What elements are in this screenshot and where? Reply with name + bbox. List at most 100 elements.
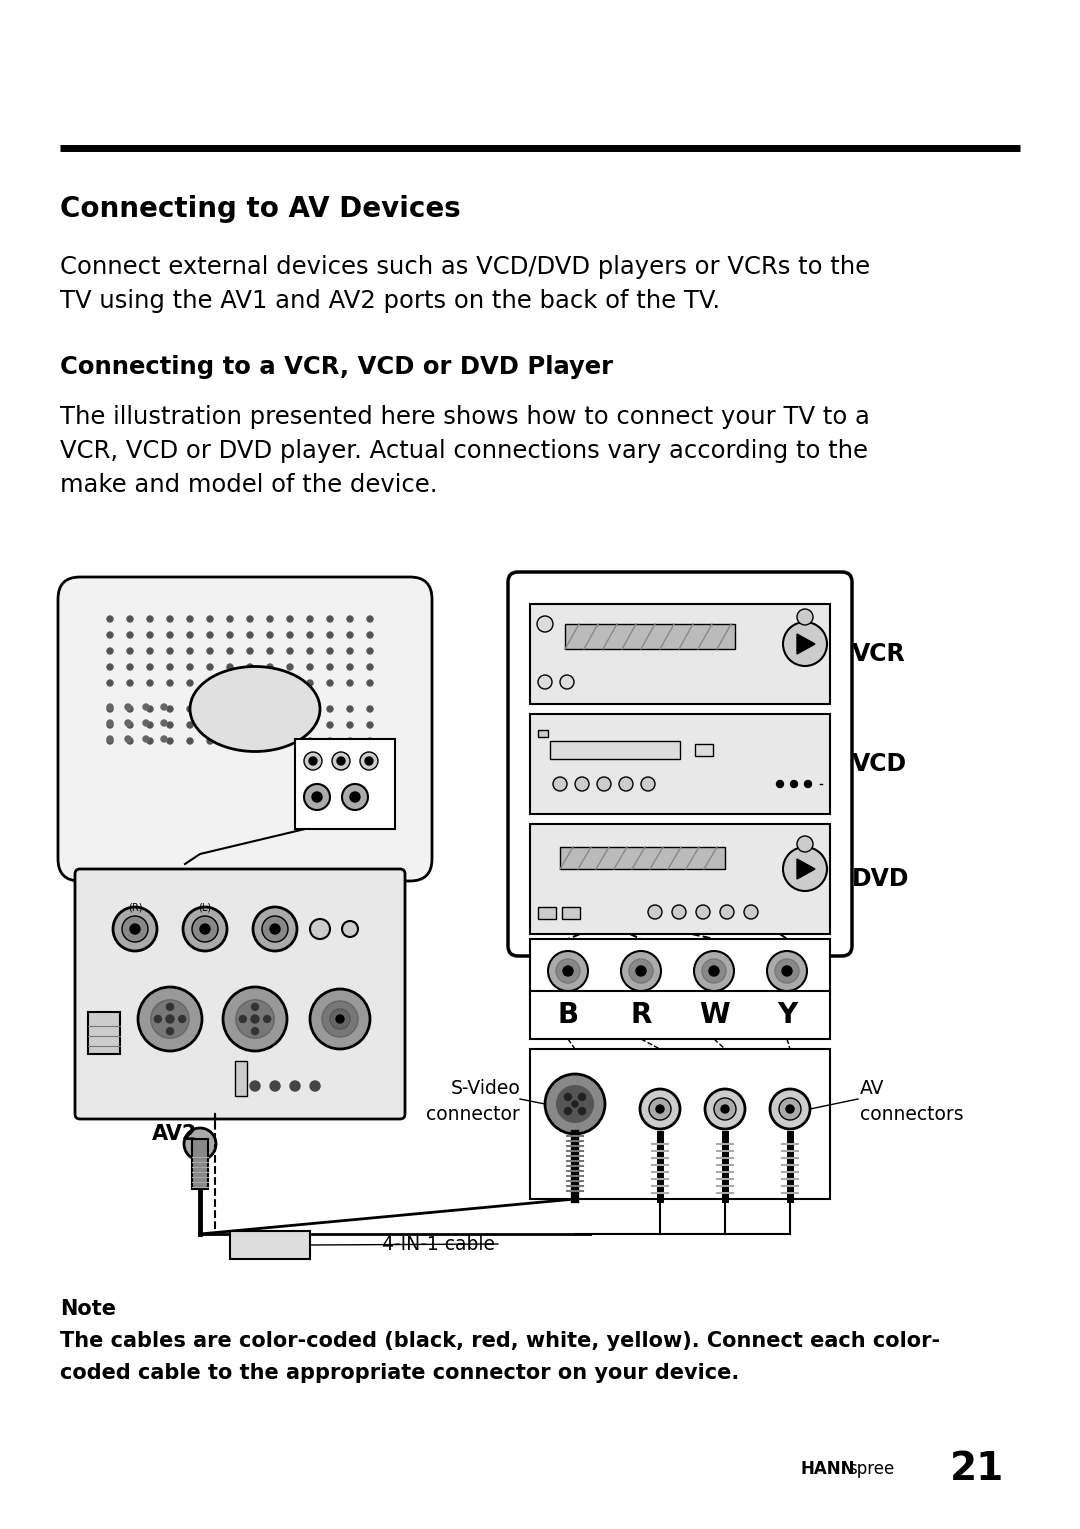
Circle shape (327, 631, 333, 638)
Circle shape (167, 664, 173, 670)
Circle shape (694, 951, 734, 991)
Circle shape (130, 924, 140, 934)
Text: HANN: HANN (800, 1460, 854, 1479)
Circle shape (342, 920, 357, 937)
Circle shape (310, 989, 370, 1049)
Circle shape (125, 735, 131, 742)
Circle shape (347, 664, 353, 670)
Text: make and model of the device.: make and model of the device. (60, 472, 437, 497)
Circle shape (151, 1000, 189, 1038)
Circle shape (648, 905, 662, 919)
Circle shape (147, 648, 153, 654)
Circle shape (249, 1081, 260, 1092)
Bar (562, 907, 580, 919)
Circle shape (367, 616, 373, 622)
Circle shape (161, 720, 167, 726)
Circle shape (147, 739, 153, 745)
Circle shape (267, 616, 273, 622)
Circle shape (183, 907, 227, 951)
Circle shape (307, 631, 313, 638)
Circle shape (327, 722, 333, 728)
Circle shape (797, 836, 813, 852)
Circle shape (267, 664, 273, 670)
Circle shape (207, 680, 213, 687)
Circle shape (322, 1001, 357, 1037)
Circle shape (200, 924, 210, 934)
Circle shape (714, 1098, 735, 1121)
Bar (538, 907, 556, 919)
Circle shape (330, 1009, 350, 1029)
Bar (295, 739, 395, 829)
Circle shape (327, 739, 333, 745)
Circle shape (797, 609, 813, 625)
Circle shape (537, 616, 553, 631)
Text: DVD: DVD (852, 867, 909, 891)
Circle shape (548, 951, 588, 991)
Text: connector: connector (427, 1104, 519, 1124)
Circle shape (705, 1089, 745, 1128)
Bar (530, 824, 831, 934)
Circle shape (563, 966, 573, 976)
Ellipse shape (190, 667, 320, 751)
Circle shape (287, 631, 293, 638)
Circle shape (207, 739, 213, 745)
Circle shape (107, 680, 113, 687)
Circle shape (636, 966, 646, 976)
Circle shape (147, 664, 153, 670)
Circle shape (107, 722, 113, 728)
Circle shape (227, 722, 233, 728)
Circle shape (207, 648, 213, 654)
Circle shape (287, 739, 293, 745)
Circle shape (187, 616, 193, 622)
Text: Connect external devices such as VCD/DVD players or VCRs to the: Connect external devices such as VCD/DVD… (60, 255, 870, 278)
Circle shape (227, 631, 233, 638)
Circle shape (327, 680, 333, 687)
Text: The illustration presented here shows how to connect your TV to a: The illustration presented here shows ho… (60, 405, 869, 430)
Circle shape (147, 631, 153, 638)
Circle shape (167, 616, 173, 622)
FancyBboxPatch shape (508, 572, 852, 956)
Circle shape (143, 735, 149, 742)
Circle shape (307, 664, 313, 670)
Circle shape (125, 703, 131, 709)
Circle shape (166, 1027, 174, 1035)
Circle shape (107, 616, 113, 622)
Circle shape (247, 739, 253, 745)
Circle shape (708, 966, 719, 976)
FancyBboxPatch shape (58, 576, 432, 881)
Circle shape (287, 616, 293, 622)
Circle shape (270, 924, 280, 934)
Circle shape (619, 777, 633, 790)
Text: 4-IN-1 cable: 4-IN-1 cable (382, 1234, 495, 1254)
Circle shape (347, 631, 353, 638)
Circle shape (107, 735, 113, 742)
Circle shape (579, 1107, 585, 1115)
Circle shape (227, 680, 233, 687)
Circle shape (649, 1098, 671, 1121)
Circle shape (310, 1081, 320, 1092)
Circle shape (782, 966, 792, 976)
Circle shape (287, 706, 293, 713)
Circle shape (127, 664, 133, 670)
Circle shape (307, 616, 313, 622)
Circle shape (367, 631, 373, 638)
Circle shape (267, 739, 273, 745)
Circle shape (147, 722, 153, 728)
Circle shape (207, 664, 213, 670)
Circle shape (227, 664, 233, 670)
Circle shape (227, 739, 233, 745)
Circle shape (147, 706, 153, 713)
Circle shape (538, 674, 552, 690)
Circle shape (187, 680, 193, 687)
Circle shape (127, 631, 133, 638)
FancyBboxPatch shape (75, 868, 405, 1119)
Circle shape (347, 680, 353, 687)
Circle shape (783, 847, 827, 891)
Circle shape (777, 780, 783, 787)
Circle shape (327, 706, 333, 713)
Circle shape (287, 722, 293, 728)
Circle shape (247, 631, 253, 638)
Circle shape (367, 739, 373, 745)
Circle shape (347, 739, 353, 745)
Circle shape (696, 905, 710, 919)
